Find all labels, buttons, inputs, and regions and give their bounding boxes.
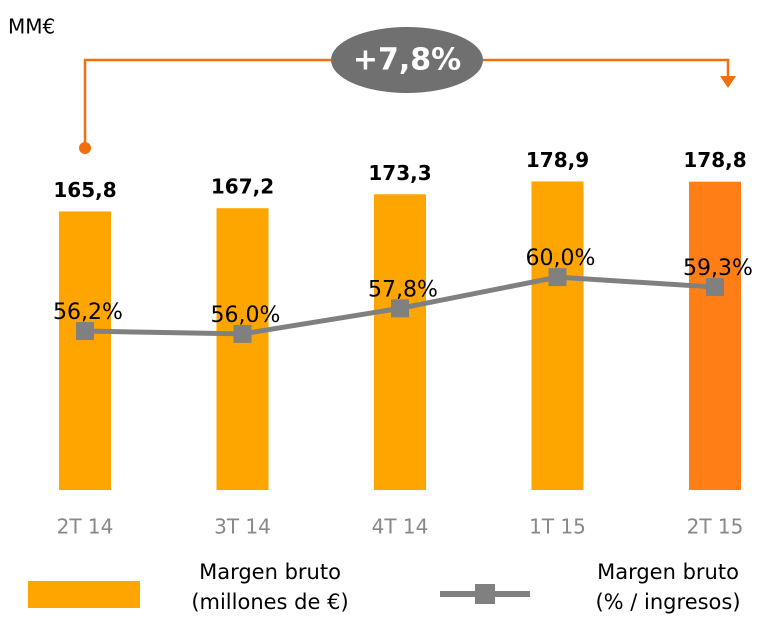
bracket-dot — [79, 142, 91, 154]
bar-value-label: 167,2 — [211, 175, 274, 199]
legend-label: Margen bruto (millones de €) — [191, 560, 348, 614]
line-value-label: 59,3% — [683, 256, 753, 281]
unit-label: MM€ — [8, 15, 55, 39]
legend-marker — [475, 584, 495, 604]
legend-label: Margen bruto (% / ingresos) — [595, 560, 740, 614]
line-marker — [706, 278, 724, 297]
bar — [531, 181, 584, 490]
x-tick-label: 4T 14 — [372, 515, 429, 539]
line-value-label: 60,0% — [526, 246, 596, 271]
bar — [689, 181, 741, 490]
line-value-label: 56,2% — [53, 300, 123, 325]
bar — [216, 208, 269, 490]
bar-value-label: 178,8 — [683, 148, 746, 172]
line-marker — [548, 268, 567, 287]
line-marker — [391, 299, 409, 318]
x-tick-label: 2T 15 — [687, 515, 744, 539]
x-tick-label: 2T 14 — [57, 515, 114, 539]
x-tick-label: 3T 14 — [214, 515, 271, 539]
line-value-label: 57,8% — [368, 277, 438, 302]
annotation: +7,8% — [353, 43, 461, 78]
annotation-bubble — [331, 27, 483, 93]
line-marker — [76, 322, 94, 341]
legend-swatch — [28, 581, 140, 608]
bracket-arrow — [720, 76, 736, 88]
bar — [59, 211, 111, 490]
x-tick-label: 1T 15 — [529, 515, 586, 539]
bar-value-label: 173,3 — [368, 161, 431, 185]
bar — [374, 194, 426, 491]
line-marker — [233, 324, 252, 343]
bar-value-label: 178,9 — [526, 148, 589, 172]
line-value-label: 56,0% — [211, 303, 281, 328]
bar-value-label: 165,8 — [53, 178, 116, 202]
